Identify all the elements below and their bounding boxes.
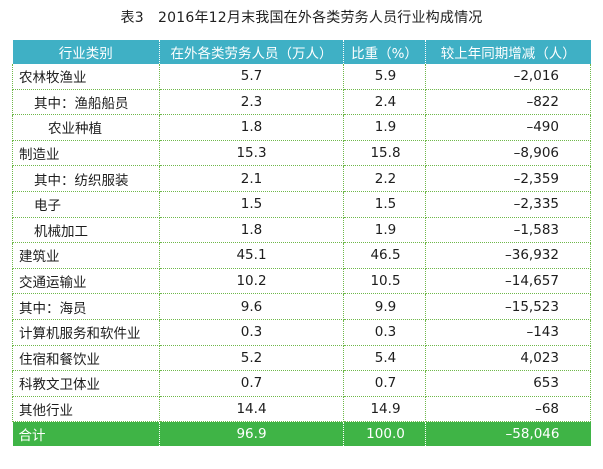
total-people: 96.9 <box>159 421 344 447</box>
share-value: 2.4 <box>343 89 426 116</box>
people-value: 9.6 <box>159 293 344 320</box>
people-value: 1.8 <box>159 114 344 141</box>
industry-name: 其中：渔船船员 <box>12 89 160 116</box>
people-value: 1.5 <box>159 191 344 218</box>
industry-name: 农业种植 <box>12 114 160 141</box>
table-row: 电子 1.5 1.5 –2,335 <box>12 191 591 218</box>
change-value: 653 <box>425 370 591 397</box>
people-value: 14.4 <box>159 396 344 423</box>
share-value: 5.9 <box>343 64 426 90</box>
change-value: –2,335 <box>425 191 591 218</box>
change-value: –1,583 <box>425 217 591 244</box>
share-value: 1.9 <box>343 217 426 244</box>
header-row: 行业类别 在外各类劳务人员（万人） 比重（%） 较上年同期增减（人） <box>12 40 591 64</box>
share-value: 2.2 <box>343 165 426 192</box>
industry-name: 机械加工 <box>12 217 160 244</box>
header-change: 较上年同期增减（人） <box>425 40 591 64</box>
industry-name: 其中：纺织服装 <box>12 165 160 192</box>
people-value: 0.3 <box>159 319 344 346</box>
table-row: 交通运输业 10.2 10.5 –14,657 <box>12 268 591 295</box>
total-row: 合计 96.9 100.0 –58,046 <box>12 421 591 447</box>
industry-name: 其中：海员 <box>12 293 160 320</box>
people-value: 2.1 <box>159 165 344 192</box>
industry-table: 行业类别 在外各类劳务人员（万人） 比重（%） 较上年同期增减（人） 农林牧渔业… <box>12 40 591 447</box>
table-row: 其中：渔船船员 2.3 2.4 –822 <box>12 89 591 116</box>
share-value: 15.8 <box>343 140 426 167</box>
share-value: 1.5 <box>343 191 426 218</box>
share-value: 9.9 <box>343 293 426 320</box>
header-people: 在外各类劳务人员（万人） <box>159 40 344 64</box>
table-row: 住宿和餐饮业 5.2 5.4 4,023 <box>12 345 591 372</box>
change-value: –15,523 <box>425 293 591 320</box>
people-value: 45.1 <box>159 242 344 269</box>
industry-name: 建筑业 <box>12 242 160 269</box>
table-row: 机械加工 1.8 1.9 –1,583 <box>12 217 591 244</box>
people-value: 5.2 <box>159 345 344 372</box>
table-row: 制造业 15.3 15.8 –8,906 <box>12 140 591 167</box>
industry-name: 计算机服务和软件业 <box>12 319 160 346</box>
table-row: 农林牧渔业 5.7 5.9 –2,016 <box>12 64 591 90</box>
table-row: 建筑业 45.1 46.5 –36,932 <box>12 242 591 269</box>
change-value: –822 <box>425 89 591 116</box>
industry-name: 交通运输业 <box>12 268 160 295</box>
table-row: 计算机服务和软件业 0.3 0.3 –143 <box>12 319 591 346</box>
table-row: 其中：纺织服装 2.1 2.2 –2,359 <box>12 165 591 192</box>
change-value: –2,016 <box>425 64 591 90</box>
table-title: 表3 2016年12月末我国在外各类劳务人员行业构成情况 <box>120 10 483 26</box>
table-row: 科教文卫体业 0.7 0.7 653 <box>12 370 591 397</box>
change-value: –68 <box>425 396 591 423</box>
change-value: –8,906 <box>425 140 591 167</box>
industry-name: 制造业 <box>12 140 160 167</box>
change-value: –143 <box>425 319 591 346</box>
industry-name: 科教文卫体业 <box>12 370 160 397</box>
change-value: –490 <box>425 114 591 141</box>
industry-name: 住宿和餐饮业 <box>12 345 160 372</box>
industry-name: 电子 <box>12 191 160 218</box>
table-row: 农业种植 1.8 1.9 –490 <box>12 114 591 141</box>
share-value: 14.9 <box>343 396 426 423</box>
total-share: 100.0 <box>343 421 426 447</box>
share-value: 46.5 <box>343 242 426 269</box>
header-share: 比重（%） <box>343 40 426 64</box>
change-value: –2,359 <box>425 165 591 192</box>
share-value: 0.7 <box>343 370 426 397</box>
table-row: 其中：海员 9.6 9.9 –15,523 <box>12 293 591 320</box>
share-value: 5.4 <box>343 345 426 372</box>
people-value: 2.3 <box>159 89 344 116</box>
share-value: 0.3 <box>343 319 426 346</box>
people-value: 5.7 <box>159 64 344 90</box>
change-value: –36,932 <box>425 242 591 269</box>
table-row: 其他行业 14.4 14.9 –68 <box>12 396 591 423</box>
header-industry: 行业类别 <box>12 40 160 64</box>
people-value: 0.7 <box>159 370 344 397</box>
industry-name: 农林牧渔业 <box>12 64 160 90</box>
people-value: 15.3 <box>159 140 344 167</box>
total-label: 合计 <box>12 421 160 447</box>
share-value: 1.9 <box>343 114 426 141</box>
total-change: –58,046 <box>425 421 591 447</box>
change-value: 4,023 <box>425 345 591 372</box>
change-value: –14,657 <box>425 268 591 295</box>
share-value: 10.5 <box>343 268 426 295</box>
people-value: 1.8 <box>159 217 344 244</box>
industry-name: 其他行业 <box>12 396 160 423</box>
people-value: 10.2 <box>159 268 344 295</box>
